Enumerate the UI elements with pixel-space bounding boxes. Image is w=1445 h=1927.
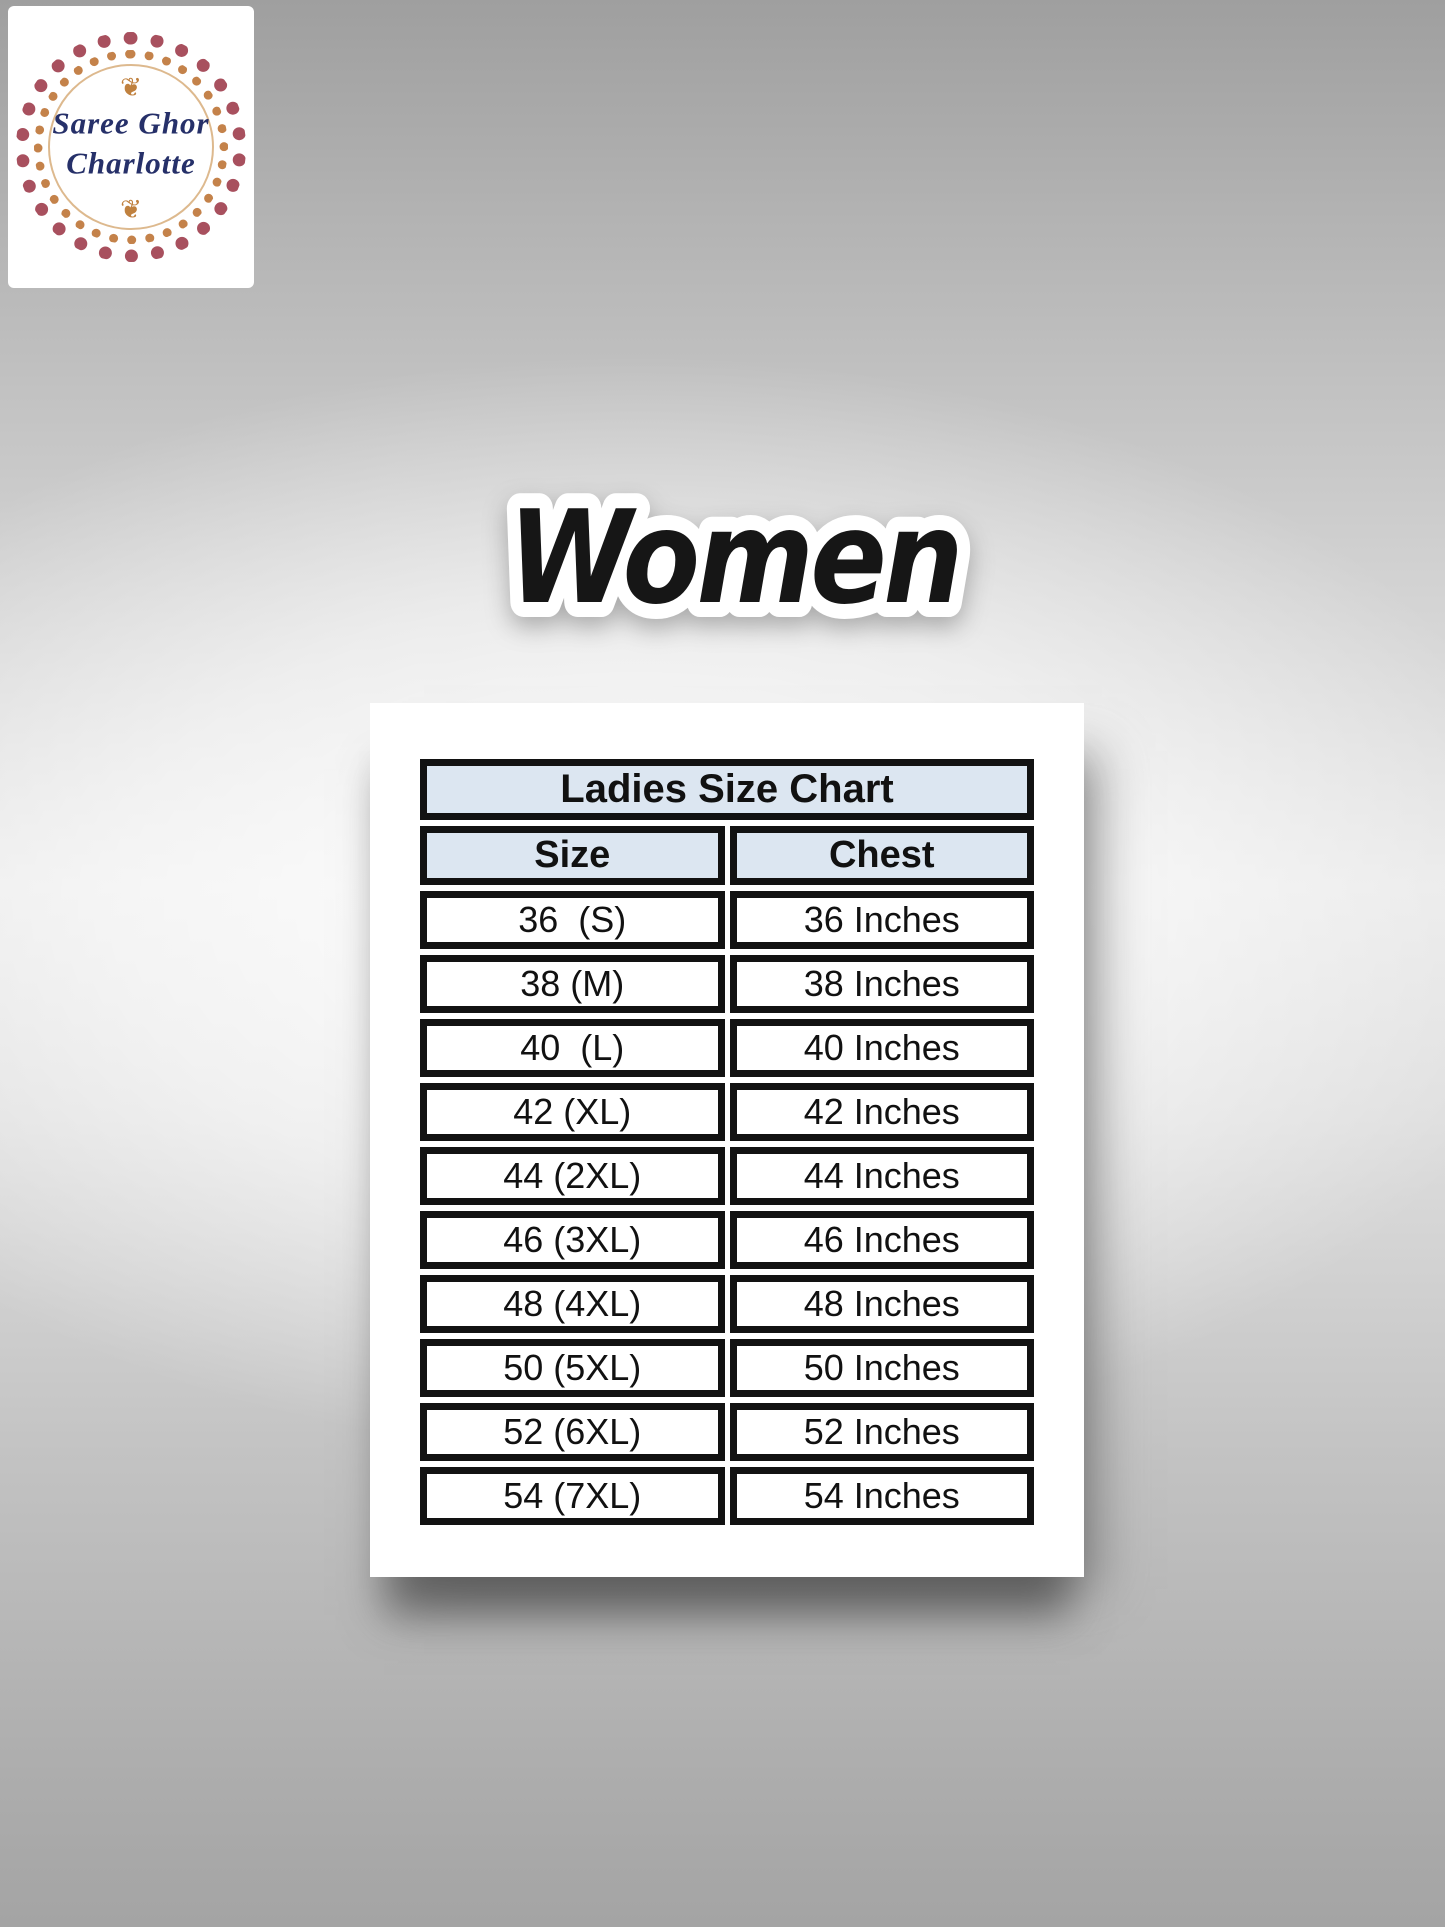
logo-gold-ring-icon: [34, 50, 228, 244]
women-title-sticker: Women: [464, 452, 1004, 662]
size-cell: 40 (L): [420, 1019, 725, 1077]
table-row: 42 (XL) 42 Inches: [420, 1083, 1034, 1141]
table-row: 50 (5XL) 50 Inches: [420, 1339, 1034, 1397]
column-header-chest: Chest: [729, 826, 1034, 885]
table-row: 46 (3XL) 46 Inches: [420, 1211, 1034, 1269]
chest-cell: 44 Inches: [729, 1147, 1034, 1205]
table-head: Ladies Size Chart Size Chest: [420, 759, 1034, 885]
logo-ornament-frame: ❦ Saree Ghor Charlotte ❦: [14, 30, 248, 264]
size-cell: 46 (3XL): [420, 1211, 725, 1269]
logo-name-line2: Charlotte: [66, 145, 196, 181]
chest-cell: 46 Inches: [729, 1211, 1034, 1269]
chest-cell: 42 Inches: [729, 1083, 1034, 1141]
logo-flourish-bottom-icon: ❦: [120, 194, 142, 224]
women-title-text: Women: [508, 484, 960, 633]
size-cell: 36 (S): [420, 891, 725, 949]
logo-name-line1: Saree Ghor: [52, 105, 210, 141]
table-title: Ladies Size Chart: [420, 759, 1034, 820]
size-cell: 54 (7XL): [420, 1467, 725, 1525]
size-cell: 42 (XL): [420, 1083, 725, 1141]
column-header-row: Size Chest: [420, 826, 1034, 885]
chest-cell: 52 Inches: [729, 1403, 1034, 1461]
chest-cell: 50 Inches: [729, 1339, 1034, 1397]
chest-cell: 54 Inches: [729, 1467, 1034, 1525]
size-cell: 38 (M): [420, 955, 725, 1013]
size-chart-body: 36 (S) 36 Inches 38 (M) 38 Inches 40 (L) 40 I…: [420, 891, 1034, 1525]
size-cell: 50 (5XL): [420, 1339, 725, 1397]
table-row: 48 (4XL) 48 Inches: [420, 1275, 1034, 1333]
brand-logo: ❦ Saree Ghor Charlotte ❦: [8, 6, 254, 288]
chest-cell: 40 Inches: [729, 1019, 1034, 1077]
logo-inner-ring-icon: [48, 64, 214, 230]
table-row: 38 (M) 38 Inches: [420, 955, 1034, 1013]
size-chart-card: Ladies Size Chart Size Chest 36 (S) 36 In…: [370, 703, 1084, 1577]
logo-flourish-top-icon: ❦: [120, 72, 142, 102]
chest-cell: 38 Inches: [729, 955, 1034, 1013]
size-cell: 52 (6XL): [420, 1403, 725, 1461]
table-row: 52 (6XL) 52 Inches: [420, 1403, 1034, 1461]
size-cell: 44 (2XL): [420, 1147, 725, 1205]
chest-cell: 48 Inches: [729, 1275, 1034, 1333]
column-header-size: Size: [420, 826, 725, 885]
ladies-size-table: Ladies Size Chart Size Chest 36 (S) 36 In…: [415, 753, 1039, 1531]
table-row: 40 (L) 40 Inches: [420, 1019, 1034, 1077]
table-row: 44 (2XL) 44 Inches: [420, 1147, 1034, 1205]
table-title-row: Ladies Size Chart: [420, 759, 1034, 820]
women-title-svg: Women: [493, 469, 979, 648]
size-cell: 48 (4XL): [420, 1275, 725, 1333]
logo-text: Saree Ghor Charlotte: [14, 103, 248, 184]
table-row: 54 (7XL) 54 Inches: [420, 1467, 1034, 1525]
chest-cell: 36 Inches: [729, 891, 1034, 949]
table-row: 36 (S) 36 Inches: [420, 891, 1034, 949]
